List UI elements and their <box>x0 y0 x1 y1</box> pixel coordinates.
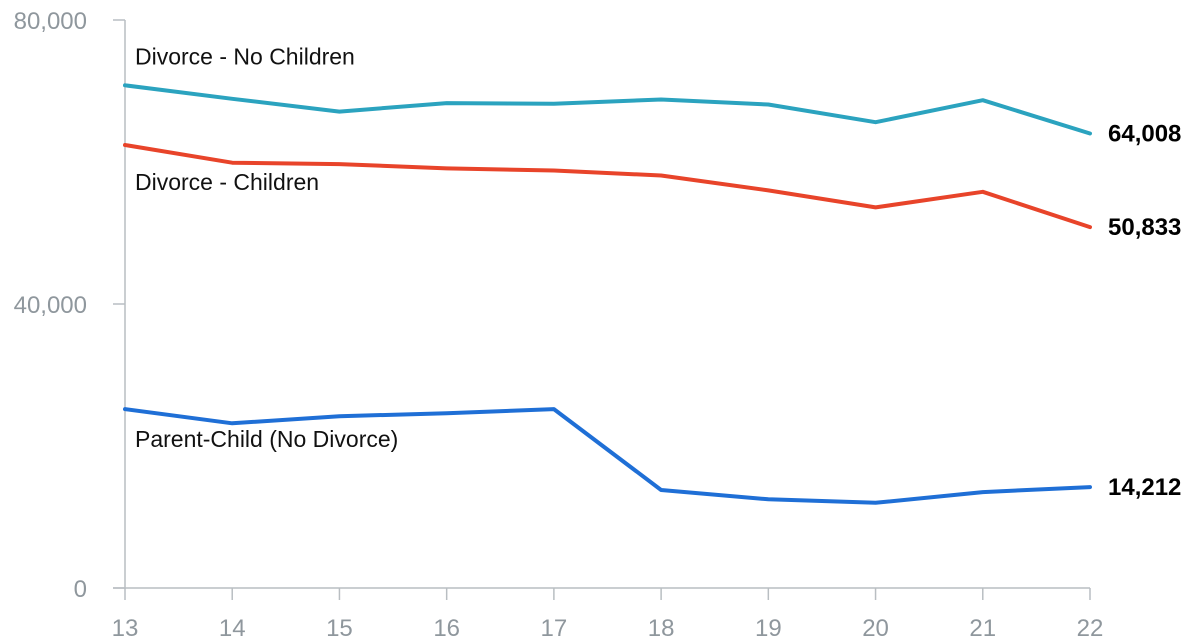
series-end-label: 14,212 <box>1108 474 1181 501</box>
series-line-2 <box>123 143 1092 230</box>
x-tick-label: 15 <box>326 615 353 642</box>
y-tick-label: 0 <box>74 576 87 603</box>
x-tick-label: 20 <box>862 615 889 642</box>
series-line-3 <box>123 407 1092 505</box>
series-end-label: 50,833 <box>1108 214 1181 241</box>
x-tick-label: 17 <box>541 615 568 642</box>
axes: 0 40,000 80,000 13 14 15 16 17 18 19 20 21 22 <box>14 8 1104 642</box>
series-name-label: Divorce - No Children <box>135 43 355 69</box>
series-layer <box>123 83 1092 505</box>
x-tick-label: 19 <box>755 615 782 642</box>
series-end-label: 64,008 <box>1108 121 1181 148</box>
labels-layer: 64,008 Divorce - No Children 50,833 Divorce… <box>135 43 1181 501</box>
x-tick-label: 14 <box>219 615 246 642</box>
series-name-label: Divorce - Children <box>135 169 319 195</box>
series-name-label: Parent-Child (No Divorce) <box>135 426 398 452</box>
x-tick-label: 13 <box>112 615 139 642</box>
x-tick-label: 18 <box>648 615 675 642</box>
y-tick-label: 80,000 <box>14 8 87 35</box>
x-tick-label: 22 <box>1077 615 1104 642</box>
series-line-1 <box>123 83 1092 136</box>
x-tick-label: 16 <box>433 615 460 642</box>
x-tick-label: 21 <box>969 615 996 642</box>
y-tick-label: 40,000 <box>14 292 87 319</box>
